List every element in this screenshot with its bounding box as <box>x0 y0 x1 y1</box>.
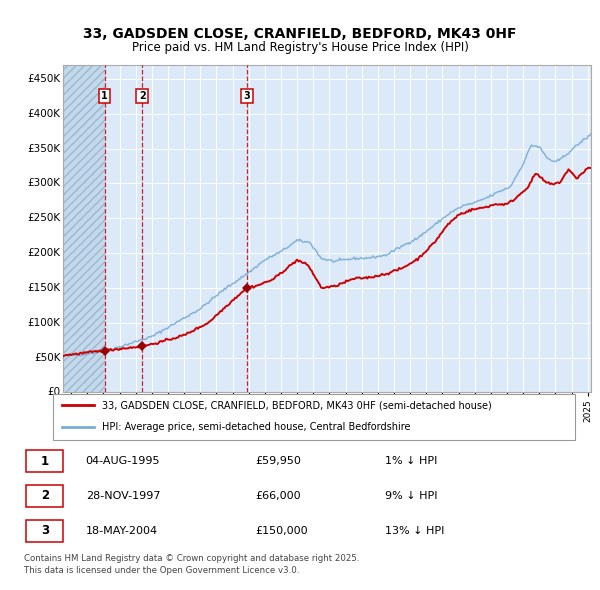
Text: 2: 2 <box>41 490 49 503</box>
Text: 33, GADSDEN CLOSE, CRANFIELD, BEDFORD, MK43 0HF: 33, GADSDEN CLOSE, CRANFIELD, BEDFORD, M… <box>83 27 517 41</box>
Text: 3: 3 <box>41 525 49 537</box>
Text: £250K: £250K <box>27 213 61 223</box>
Text: 1% ↓ HPI: 1% ↓ HPI <box>385 456 437 466</box>
Text: £200K: £200K <box>28 248 61 258</box>
Text: 1: 1 <box>41 454 49 467</box>
Text: 2: 2 <box>139 91 146 101</box>
FancyBboxPatch shape <box>26 485 63 507</box>
Text: £50K: £50K <box>34 352 61 362</box>
Text: Price paid vs. HM Land Registry's House Price Index (HPI): Price paid vs. HM Land Registry's House … <box>131 41 469 54</box>
Text: 04-AUG-1995: 04-AUG-1995 <box>86 456 160 466</box>
FancyBboxPatch shape <box>26 450 63 472</box>
Text: 3: 3 <box>244 91 250 101</box>
Text: £150,000: £150,000 <box>255 526 308 536</box>
Text: 18-MAY-2004: 18-MAY-2004 <box>86 526 158 536</box>
Text: HPI: Average price, semi-detached house, Central Bedfordshire: HPI: Average price, semi-detached house,… <box>102 422 410 432</box>
Text: £59,950: £59,950 <box>255 456 301 466</box>
Text: 9% ↓ HPI: 9% ↓ HPI <box>385 491 437 501</box>
Text: £350K: £350K <box>27 143 61 153</box>
Text: Contains HM Land Registry data © Crown copyright and database right 2025.
This d: Contains HM Land Registry data © Crown c… <box>23 553 359 575</box>
FancyBboxPatch shape <box>26 520 63 542</box>
Text: £0: £0 <box>47 388 61 397</box>
Text: £300K: £300K <box>28 178 61 188</box>
Text: 28-NOV-1997: 28-NOV-1997 <box>86 491 160 501</box>
Text: £450K: £450K <box>27 74 61 84</box>
Text: 33, GADSDEN CLOSE, CRANFIELD, BEDFORD, MK43 0HF (semi-detached house): 33, GADSDEN CLOSE, CRANFIELD, BEDFORD, M… <box>102 401 492 411</box>
Text: £100K: £100K <box>28 317 61 327</box>
Text: 13% ↓ HPI: 13% ↓ HPI <box>385 526 444 536</box>
FancyBboxPatch shape <box>53 394 575 441</box>
Text: £150K: £150K <box>27 283 61 293</box>
Text: £66,000: £66,000 <box>255 491 301 501</box>
Text: £400K: £400K <box>28 109 61 119</box>
Text: 1: 1 <box>101 91 108 101</box>
Bar <box>63 65 104 392</box>
